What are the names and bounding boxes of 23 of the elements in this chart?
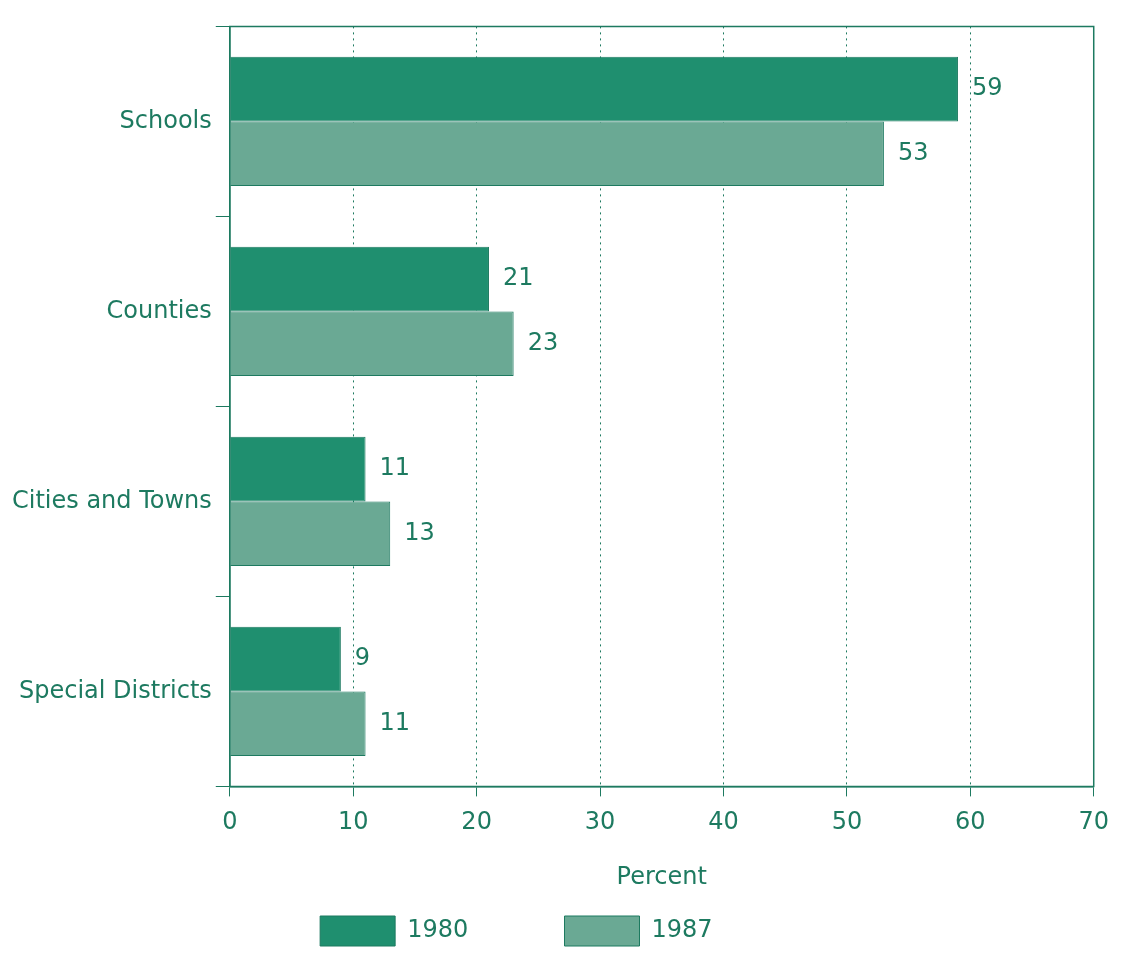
x-tick-label: 20	[461, 807, 492, 836]
data-label: 9	[354, 643, 371, 672]
data-label: 59	[971, 73, 1003, 102]
data-label: 11	[379, 707, 411, 736]
x-axis-title: Percent	[616, 861, 707, 890]
data-label: 23	[527, 327, 559, 356]
x-tick-label: 60	[955, 807, 986, 836]
x-tick-label: 40	[708, 807, 739, 836]
y-tick-label: Special Districts	[18, 675, 212, 704]
x-tick-label: 50	[831, 807, 863, 836]
data-label: 53	[897, 137, 929, 166]
x-tick-label: 0	[222, 807, 238, 836]
x-tick-label: 70	[1078, 807, 1109, 836]
y-tick-label: Cities and Towns	[12, 485, 212, 514]
data-label: 21	[502, 263, 534, 292]
legend-label: 1987	[651, 915, 789, 944]
y-tick-label: Schools	[119, 105, 212, 134]
legend-label: 1980	[407, 915, 545, 944]
data-label: 11	[379, 453, 411, 482]
x-tick-label: 10	[337, 807, 369, 836]
data-label: 13	[404, 517, 435, 546]
x-tick-label: 30	[584, 807, 616, 836]
y-tick-label: Counties	[106, 295, 212, 324]
